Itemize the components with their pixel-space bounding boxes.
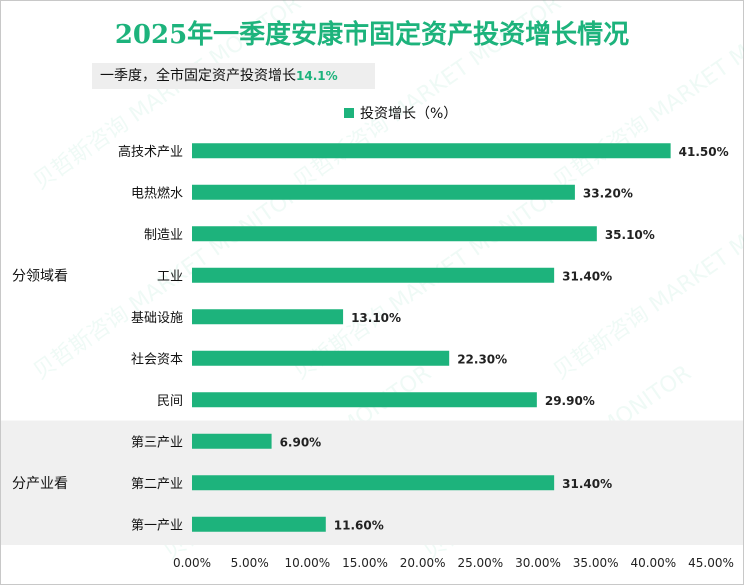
category-label: 电热燃水	[131, 185, 183, 201]
legend-label: 投资增长（%）	[360, 106, 458, 122]
bar	[192, 184, 575, 200]
legend: 投资增长（%）	[344, 103, 457, 123]
bar	[192, 226, 597, 242]
category-label: 第三产业	[131, 435, 183, 450]
bar	[192, 267, 555, 283]
x-tick-labels: 0.00% 5.00% 10.00% 15.00% 20.00% 25.00% 30.00%…	[173, 556, 734, 570]
category-label: 制造业	[144, 228, 183, 243]
x-tick-label: 35.00%	[573, 556, 619, 570]
data-label: 41.50%	[679, 145, 729, 159]
legend-swatch	[344, 108, 354, 118]
summary-label: 一季度，全市固定资产投资增长	[100, 68, 296, 84]
x-tick-label: 0.00%	[173, 556, 211, 570]
data-label: 11.60%	[334, 518, 384, 532]
bar	[192, 309, 344, 325]
data-label: 35.10%	[605, 228, 655, 242]
bar	[192, 433, 272, 449]
chart-title: 2025年一季度安康市固定资产投资增长情况	[114, 20, 630, 50]
x-tick-label: 30.00%	[515, 556, 561, 570]
category-label: 第一产业	[131, 518, 183, 533]
x-tick-label: 15.00%	[342, 556, 388, 570]
data-label: 13.10%	[351, 311, 401, 325]
data-label: 31.40%	[562, 477, 612, 491]
summary-box: 一季度，全市固定资产投资增长14.1%	[92, 63, 375, 89]
category-label: 高技术产业	[118, 144, 183, 160]
x-tick-label: 5.00%	[231, 556, 269, 570]
category-label: 基础设施	[131, 311, 183, 326]
x-tick-label: 25.00%	[457, 556, 503, 570]
category-label: 第二产业	[131, 477, 183, 492]
category-label: 工业	[157, 269, 183, 284]
data-label: 22.30%	[457, 352, 507, 366]
bar	[192, 516, 326, 532]
bar	[192, 392, 537, 408]
data-label: 29.90%	[545, 394, 595, 408]
bar	[192, 475, 555, 491]
x-tick-label: 40.00%	[630, 556, 676, 570]
bar	[192, 143, 671, 159]
group-label: 分领域看	[12, 268, 68, 284]
group-label: 分产业看	[12, 476, 68, 492]
x-tick-label: 10.00%	[284, 556, 330, 570]
category-label: 民间	[157, 394, 183, 409]
category-label: 社会资本	[131, 351, 183, 367]
x-tick-label: 20.00%	[400, 556, 446, 570]
data-label: 31.40%	[562, 269, 612, 283]
data-label: 6.90%	[280, 435, 322, 449]
bar	[192, 350, 450, 366]
bars: 41.50% 33.20% 35.10% 31.40% 13.10% 22.30% 29.9…	[192, 143, 729, 532]
x-tick-label: 45.00%	[688, 556, 734, 570]
summary-value: 14.1%	[296, 69, 338, 83]
data-label: 33.20%	[583, 186, 633, 200]
